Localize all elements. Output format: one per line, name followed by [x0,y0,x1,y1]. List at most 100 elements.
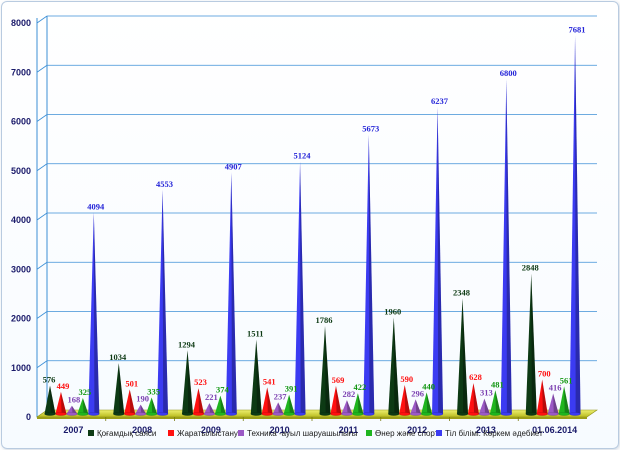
cone-bar [135,404,147,414]
cone-base [500,412,512,416]
cone-bar [157,189,169,414]
data-label: 168 [68,395,81,405]
data-label: 374 [216,385,230,395]
cone-shade [289,394,295,414]
legend-swatch [168,430,174,436]
cone-base [55,412,67,416]
cone-bar [203,403,215,414]
cone-base [203,412,216,416]
cone-shade [564,386,570,414]
cone-bar [182,350,193,414]
data-label: 6237 [431,96,449,106]
cone-base [399,412,411,416]
data-label: 416 [549,383,562,393]
data-label: 2348 [453,287,470,297]
cone-base [77,412,89,416]
cone-base [431,412,444,416]
cone-bar [569,35,581,414]
cone-base [134,412,147,416]
cone-bar [388,317,400,414]
cone-shade [50,385,56,414]
data-label: 481 [491,379,504,389]
legend-entry: Тіл білімі. Көркем әдебиет [445,429,543,438]
cone-shade [278,402,284,414]
cone-base [456,412,469,416]
cone-base [294,412,306,416]
data-label: 237 [274,391,288,401]
cone-base [420,412,433,416]
legend-swatch [238,430,244,436]
axis-layer: 0 1000 2000 3000 4000 5000 6000 7000 8000 2007 200… [11,16,577,435]
gridline-depth [36,261,48,270]
data-label: 6800 [500,68,517,78]
data-label-layer: 576 1034 1294 1511 1786 1960 2348 2848 449 501 523… [43,25,586,405]
cone-bar [363,134,375,415]
cone-bar [478,398,490,414]
cone-base [145,412,158,416]
cone-base [341,412,353,416]
data-label: 700 [538,369,551,379]
data-label: 1786 [316,315,333,325]
legend-entry: Өнер және спорт [375,429,439,438]
data-label: 5124 [294,151,312,161]
legend: Қоғамдық саяси Жаратылыстану Техника -ауыл… [88,429,543,438]
cone-bar [124,389,136,414]
cone-bar [457,298,468,414]
cone-shade [484,398,490,414]
data-label: 4907 [225,161,243,171]
cone-shade [346,400,353,414]
cone-shade [187,350,193,414]
cone-bar [192,388,204,414]
cone-shade [267,387,273,414]
cone-bar [558,386,570,414]
cone-shade [575,35,581,414]
gridline-depth [36,64,48,73]
legend-swatch [366,430,372,436]
cone-shade [357,393,364,414]
cone-base [409,412,422,416]
y-tick-label: 3000 [11,264,31,274]
cone-shade [231,172,237,414]
data-label: 569 [332,375,345,385]
cone-base [44,412,56,416]
data-label: 501 [125,378,138,388]
gridline-depth [36,114,48,122]
cone-shade [473,383,479,414]
data-label: 2848 [522,263,539,273]
cone-shade [220,395,226,414]
data-label: 313 [480,388,493,398]
cone-base [388,412,400,416]
cone-shade [553,393,559,414]
data-label: 1960 [384,306,401,316]
cone-base [330,412,342,416]
cone-base [214,412,227,416]
cone-shade [335,385,342,414]
cone-shade [140,404,147,414]
cone-base [525,412,537,416]
cone-base [181,412,194,416]
cone-bar [352,393,364,414]
data-label: 335 [147,387,160,397]
cone-base [489,412,502,416]
x-category-label: 2008 [132,425,152,435]
cone-base [283,412,295,416]
cone-bar [66,405,78,414]
data-label: 4553 [156,179,173,189]
cone-bar [330,385,342,414]
data-label: 561 [560,375,573,385]
cone-shade [162,189,169,414]
cone-bar [113,363,125,414]
cone-shade [393,317,400,414]
cone-base [192,412,205,416]
data-label: 449 [57,381,70,391]
cone-shade [426,392,433,414]
data-label: 221 [205,392,218,402]
cone-base [123,412,136,416]
gridline-depth [36,163,48,172]
cone-bar [525,273,537,414]
cone-shade [542,379,548,414]
data-label: 523 [194,377,207,387]
data-label: 541 [263,376,276,386]
cone-bar [500,79,512,414]
cone-base [319,412,331,416]
